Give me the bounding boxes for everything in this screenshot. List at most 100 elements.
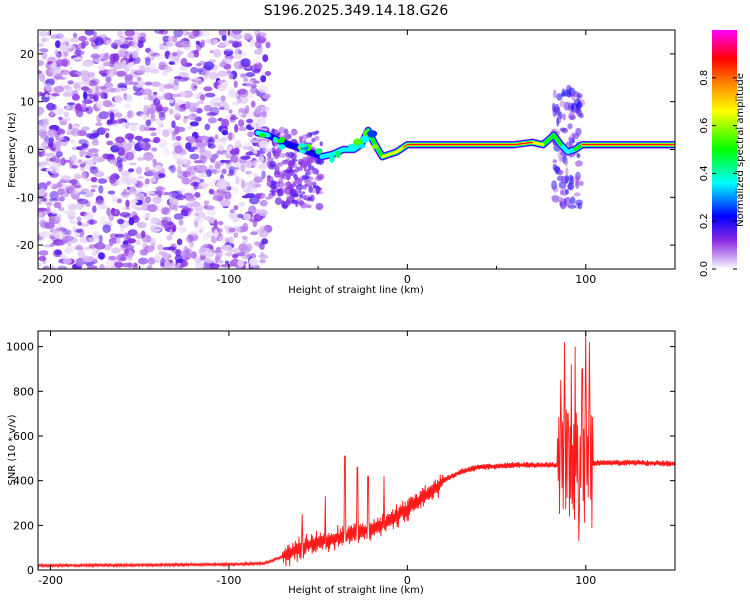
noise-blob — [82, 150, 87, 156]
noise-blob — [88, 71, 96, 78]
noise-blob — [39, 231, 51, 238]
noise-blob — [79, 223, 90, 227]
noise-blob — [38, 91, 41, 97]
noise-blob — [38, 42, 45, 47]
noise-blob — [189, 153, 200, 160]
noise-blob — [105, 76, 112, 83]
noise-blob — [134, 79, 146, 88]
noise-blob — [220, 199, 231, 207]
noise-blob — [67, 80, 74, 85]
noise-blob — [51, 93, 60, 97]
noise-blob — [253, 49, 263, 55]
x-tick-label: -200 — [38, 273, 63, 286]
noise-blob — [245, 105, 250, 114]
noise-blob — [224, 50, 229, 56]
noise-blob — [128, 168, 135, 173]
noise-blob — [562, 113, 566, 121]
noise-blob — [84, 159, 94, 165]
noise-blob — [41, 51, 48, 60]
noise-blob — [70, 139, 75, 144]
noise-blob — [156, 125, 162, 135]
noise-blob — [49, 147, 56, 151]
noise-blob — [196, 63, 202, 67]
noise-blob — [125, 151, 135, 161]
noise-blob — [213, 102, 221, 107]
noise-blob — [153, 97, 161, 106]
noise-blob — [109, 109, 115, 114]
noise-blob — [174, 265, 180, 269]
noise-blob — [250, 231, 259, 236]
snr-y-axis: 0 200 400 600 800 1000 — [6, 341, 675, 577]
noise-blob — [156, 109, 167, 114]
noise-blob — [124, 30, 135, 37]
noise-blob — [58, 196, 65, 202]
noise-blob — [265, 41, 271, 49]
noise-blob — [243, 141, 252, 149]
noise-blob — [224, 191, 232, 200]
noise-blob — [203, 86, 213, 92]
noise-blob — [117, 49, 126, 58]
noise-blob — [150, 177, 157, 182]
noise-blob — [207, 143, 212, 148]
noise-blob — [38, 255, 47, 262]
colorbar-tick-label: 0.4 — [699, 165, 710, 181]
noise-blob — [109, 175, 116, 184]
noise-blob — [245, 170, 252, 175]
noise-blob — [195, 40, 201, 46]
noise-blob — [69, 155, 77, 165]
noise-blob — [107, 190, 116, 195]
noise-blob — [218, 145, 225, 152]
noise-blob — [298, 135, 304, 140]
noise-blob — [258, 163, 268, 170]
noise-blob — [95, 122, 103, 126]
noise-blob — [141, 111, 148, 115]
noise-blob — [230, 114, 236, 118]
noise-blob — [269, 160, 277, 168]
noise-blob — [156, 185, 164, 195]
noise-blob — [211, 97, 222, 102]
ridge-blob — [367, 130, 378, 138]
noise-blob — [559, 100, 566, 108]
noise-blob — [75, 80, 84, 85]
noise-blob — [208, 72, 219, 80]
noise-blob — [94, 199, 105, 206]
noise-blob — [559, 200, 563, 207]
noise-blob — [204, 92, 216, 98]
noise-blob — [182, 76, 191, 81]
snr-y-label: SNR (10 * v/v) — [7, 414, 18, 485]
noise-blob — [194, 261, 204, 269]
noise-blob — [266, 152, 271, 158]
noise-blob — [173, 76, 183, 80]
noise-blob — [207, 244, 214, 249]
noise-blob — [577, 93, 583, 99]
noise-blob — [283, 134, 287, 139]
noise-blob — [251, 121, 257, 128]
noise-blob — [171, 190, 183, 199]
noise-blob — [233, 168, 238, 178]
snr-series-line — [38, 331, 675, 569]
ridge-blob — [329, 155, 335, 163]
noise-blob — [306, 132, 313, 138]
x-tick-label: 100 — [575, 574, 596, 587]
ridge-blob — [360, 135, 370, 143]
noise-blob — [103, 53, 109, 61]
noise-blob — [150, 132, 157, 137]
noise-blob — [85, 133, 94, 138]
noise-blob — [105, 259, 115, 266]
noise-blob — [158, 250, 167, 256]
noise-blob — [200, 30, 210, 37]
noise-blob — [195, 107, 203, 114]
noise-blob — [228, 249, 235, 253]
noise-blob — [97, 178, 108, 184]
noise-blob — [124, 248, 129, 254]
noise-blob — [188, 113, 198, 121]
noise-blob — [106, 140, 114, 146]
noise-blob — [243, 251, 251, 259]
noise-blob — [243, 32, 252, 40]
noise-blob — [84, 191, 94, 198]
noise-blob — [110, 66, 118, 72]
noise-blob — [193, 77, 201, 81]
noise-blob — [293, 173, 298, 181]
noise-blob — [190, 82, 198, 92]
